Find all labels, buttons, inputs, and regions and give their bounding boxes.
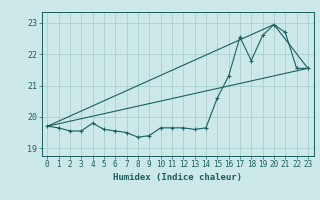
X-axis label: Humidex (Indice chaleur): Humidex (Indice chaleur): [113, 173, 242, 182]
